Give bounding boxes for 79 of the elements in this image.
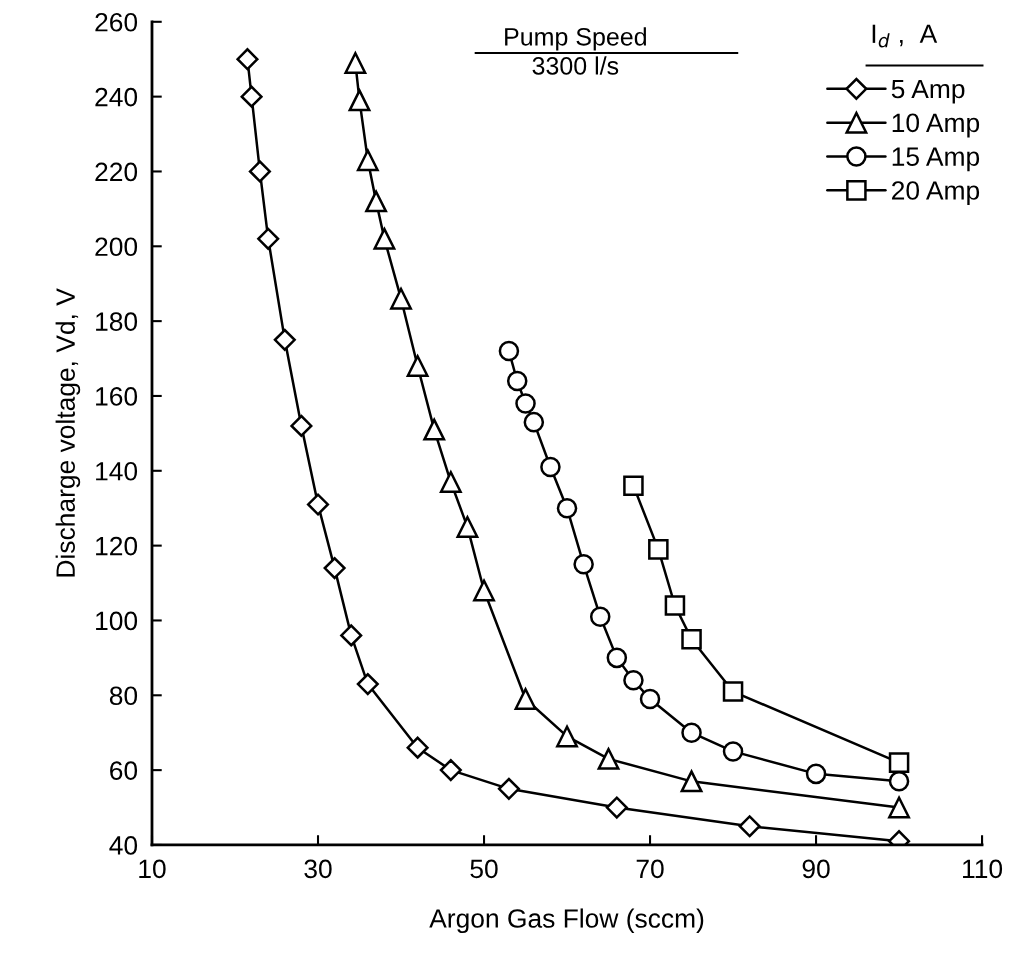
point — [722, 741, 744, 762]
point — [273, 328, 296, 351]
annotation: 3300 l/s — [532, 56, 619, 75]
legend-label: 20 Amp — [892, 181, 980, 206]
y-tick-label: 80 — [109, 686, 138, 706]
point — [514, 688, 537, 710]
y-tick-label: 60 — [110, 761, 138, 780]
point — [356, 149, 379, 172]
point — [248, 160, 271, 183]
point — [390, 287, 412, 310]
point — [498, 340, 520, 362]
point — [439, 759, 462, 782]
point — [523, 411, 545, 433]
point — [306, 493, 330, 516]
point — [373, 227, 396, 250]
point — [888, 771, 910, 792]
legend-label: 15 Amp — [892, 147, 980, 172]
y-tick-label: 240 — [95, 87, 138, 107]
point — [540, 456, 561, 478]
point — [573, 554, 594, 575]
point — [805, 763, 827, 785]
point — [365, 190, 388, 213]
point — [439, 471, 462, 493]
y-tick-label: 100 — [96, 611, 138, 631]
point — [290, 414, 313, 437]
point — [423, 418, 446, 441]
point — [888, 796, 911, 819]
annotation: Pump Speed — [505, 27, 646, 51]
point — [623, 670, 644, 691]
legend-label: 10 Amp — [892, 113, 980, 138]
point — [406, 355, 429, 377]
point — [406, 736, 429, 759]
point — [738, 815, 761, 838]
legend-label: 5 Amp — [891, 79, 965, 104]
y-tick-label: 120 — [96, 536, 138, 556]
point — [340, 624, 363, 647]
point — [515, 393, 536, 414]
y-tick-label: 140 — [96, 461, 138, 481]
legend-title: I$_{d}$ , A — [872, 24, 938, 48]
point — [506, 370, 528, 392]
point — [556, 497, 578, 519]
point — [722, 681, 744, 702]
point — [257, 227, 280, 250]
point — [680, 770, 703, 793]
x-axis-title: Argon Gas Flow (sccm) — [429, 908, 704, 934]
x-tick-label: 90 — [802, 859, 830, 879]
y-tick-label: 260 — [95, 12, 138, 32]
point — [589, 606, 611, 627]
x-tick-label: 30 — [304, 859, 332, 879]
point — [681, 628, 702, 650]
y-axis-title: Discharge voltage, Vd, V — [55, 288, 81, 577]
point — [323, 557, 346, 580]
y-tick-label: 200 — [95, 237, 138, 257]
point — [473, 579, 495, 602]
point — [681, 722, 702, 743]
point — [639, 688, 661, 710]
x-tick-label: 110 — [963, 859, 1003, 879]
x-tick-label: 10 — [139, 859, 166, 879]
point — [356, 672, 379, 696]
point — [236, 48, 259, 71]
point — [240, 85, 263, 108]
point — [664, 595, 686, 616]
y-tick-label: 40 — [109, 836, 138, 855]
point — [648, 539, 669, 560]
point — [348, 89, 371, 112]
y-tick-label: 160 — [96, 387, 138, 406]
point — [597, 747, 620, 770]
x-tick-label: 70 — [636, 859, 664, 879]
point — [888, 752, 910, 773]
point — [456, 515, 479, 538]
x-tick-label: 50 — [470, 859, 498, 879]
y-tick-label: 180 — [96, 312, 138, 331]
point — [623, 475, 644, 497]
point — [605, 796, 628, 819]
point — [606, 647, 628, 669]
point — [497, 777, 520, 800]
y-tick-label: 220 — [95, 162, 138, 182]
point — [556, 725, 578, 748]
point — [344, 51, 367, 74]
